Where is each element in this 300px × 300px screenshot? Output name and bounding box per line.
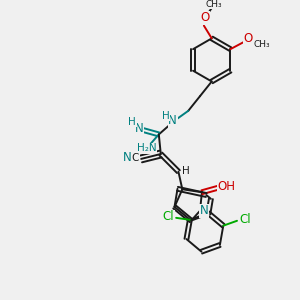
Text: OH: OH — [218, 180, 236, 193]
Text: H: H — [128, 117, 136, 127]
Text: O: O — [243, 32, 253, 45]
Text: CH₃: CH₃ — [206, 0, 222, 9]
Text: H: H — [182, 166, 190, 176]
Text: N: N — [135, 122, 144, 135]
Text: H₂N: H₂N — [137, 143, 157, 153]
Text: N: N — [200, 204, 208, 217]
Text: N: N — [168, 114, 177, 127]
Text: CH₃: CH₃ — [254, 40, 270, 49]
Text: C: C — [132, 153, 139, 163]
Text: Cl: Cl — [239, 213, 251, 226]
Text: Cl: Cl — [163, 210, 174, 224]
Text: O: O — [200, 11, 209, 24]
Text: H: H — [162, 111, 170, 121]
Text: N: N — [123, 152, 132, 164]
